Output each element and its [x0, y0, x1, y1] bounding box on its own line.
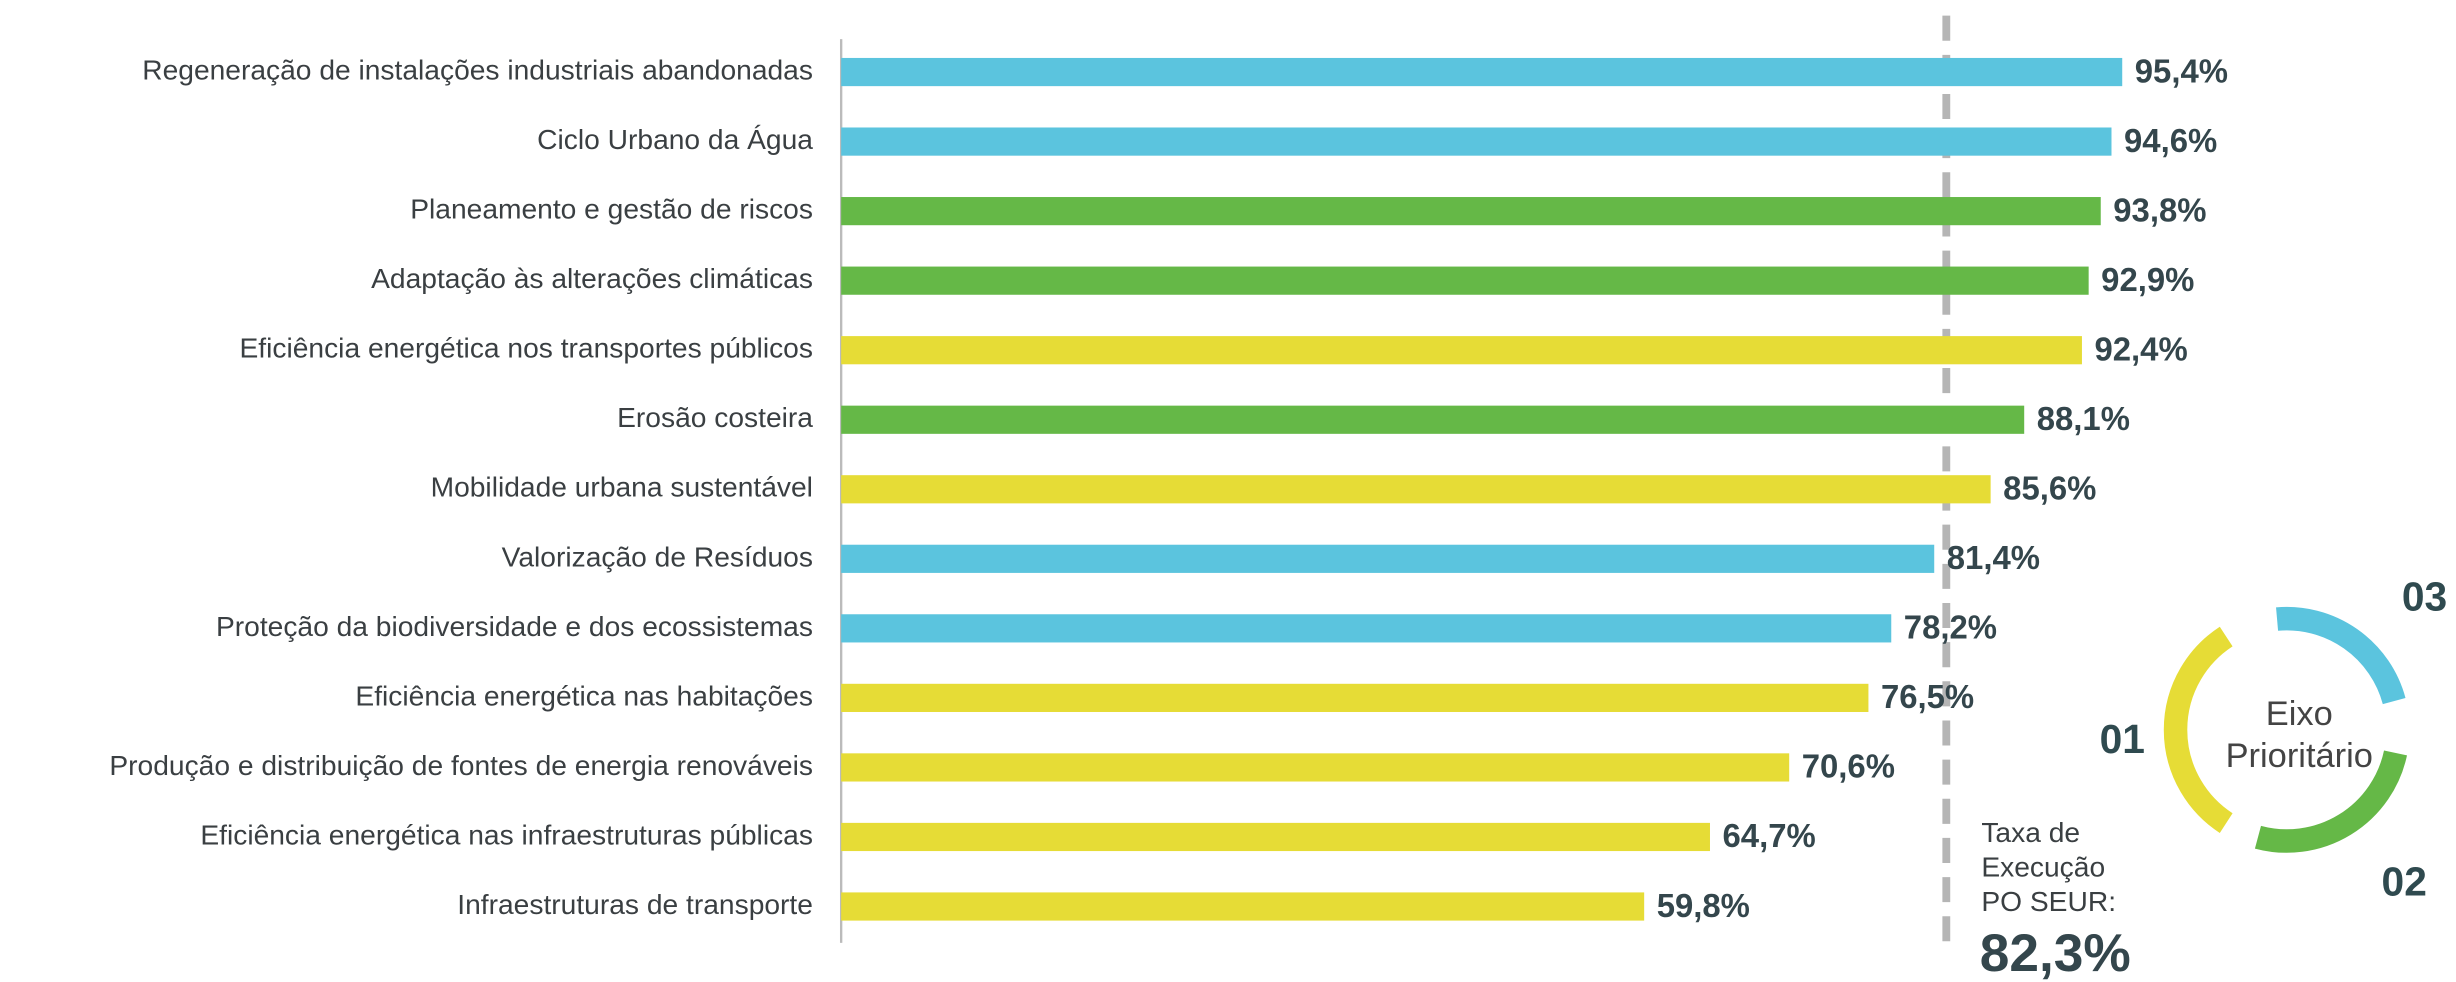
value-label: 95,4% — [2135, 52, 2228, 89]
value-label: 93,8% — [2113, 191, 2206, 228]
bar — [841, 57, 2123, 87]
bar — [841, 892, 1645, 921]
category-label: Produção e distribuição de fontes de ene… — [109, 749, 813, 781]
category-label: Eficiência energética nas infraestrutura… — [200, 818, 813, 850]
value-label: 88,1% — [2037, 400, 2130, 437]
category-label: Proteção da biodiversidade e dos ecossis… — [216, 610, 813, 642]
value-label: 64,7% — [1723, 817, 1816, 854]
category-label: Eficiência energética nos transportes pú… — [239, 332, 812, 364]
category-label: Regeneração de instalações industriais a… — [142, 53, 813, 85]
legend-swatch — [2163, 626, 2233, 833]
legend-label: 03 — [2402, 574, 2447, 620]
bar — [841, 683, 1869, 712]
bar — [841, 197, 2101, 226]
category-label: Erosão costeira — [617, 401, 813, 433]
value-label: 92,4% — [2094, 330, 2187, 367]
reference-label: Execução — [1981, 851, 2105, 883]
category-label: Infraestruturas de transporte — [457, 888, 813, 920]
value-label: 92,9% — [2101, 261, 2194, 298]
legend-title: Eixo — [2266, 695, 2333, 733]
bar — [841, 405, 2025, 434]
value-label: 94,6% — [2124, 122, 2217, 159]
bar — [841, 336, 2082, 365]
legend-label: 01 — [2100, 716, 2145, 762]
value-label: 81,4% — [1947, 539, 2040, 576]
value-label: 78,2% — [1904, 609, 1997, 646]
bar — [841, 753, 1790, 782]
legend-swatch — [2254, 750, 2408, 853]
reference-label: PO SEUR: — [1981, 885, 2116, 917]
reference-value: 82,3% — [1980, 924, 2131, 982]
bar — [841, 614, 1892, 643]
legend-title: Prioritário — [2226, 737, 2373, 775]
bar — [841, 544, 1935, 573]
bar — [841, 127, 2112, 156]
category-label: Mobilidade urbana sustentável — [431, 471, 813, 503]
value-label: 85,6% — [2003, 470, 2096, 507]
value-label: 76,5% — [1881, 678, 1974, 715]
category-label: Eficiência energética nas habitações — [355, 679, 813, 711]
legend-swatch — [2276, 606, 2406, 705]
legend-label: 02 — [2382, 859, 2427, 905]
category-label: Ciclo Urbano da Água — [537, 123, 813, 155]
value-label: 59,8% — [1657, 887, 1750, 924]
bar — [841, 266, 2089, 295]
category-label: Adaptação às alterações climáticas — [371, 262, 813, 294]
bar — [841, 475, 1991, 504]
category-label: Valorização de Resíduos — [502, 540, 813, 572]
bar — [841, 822, 1710, 852]
value-label: 70,6% — [1802, 748, 1895, 785]
category-label: Planeamento e gestão de riscos — [410, 193, 813, 225]
reference-label: Taxa de — [1981, 816, 2080, 848]
